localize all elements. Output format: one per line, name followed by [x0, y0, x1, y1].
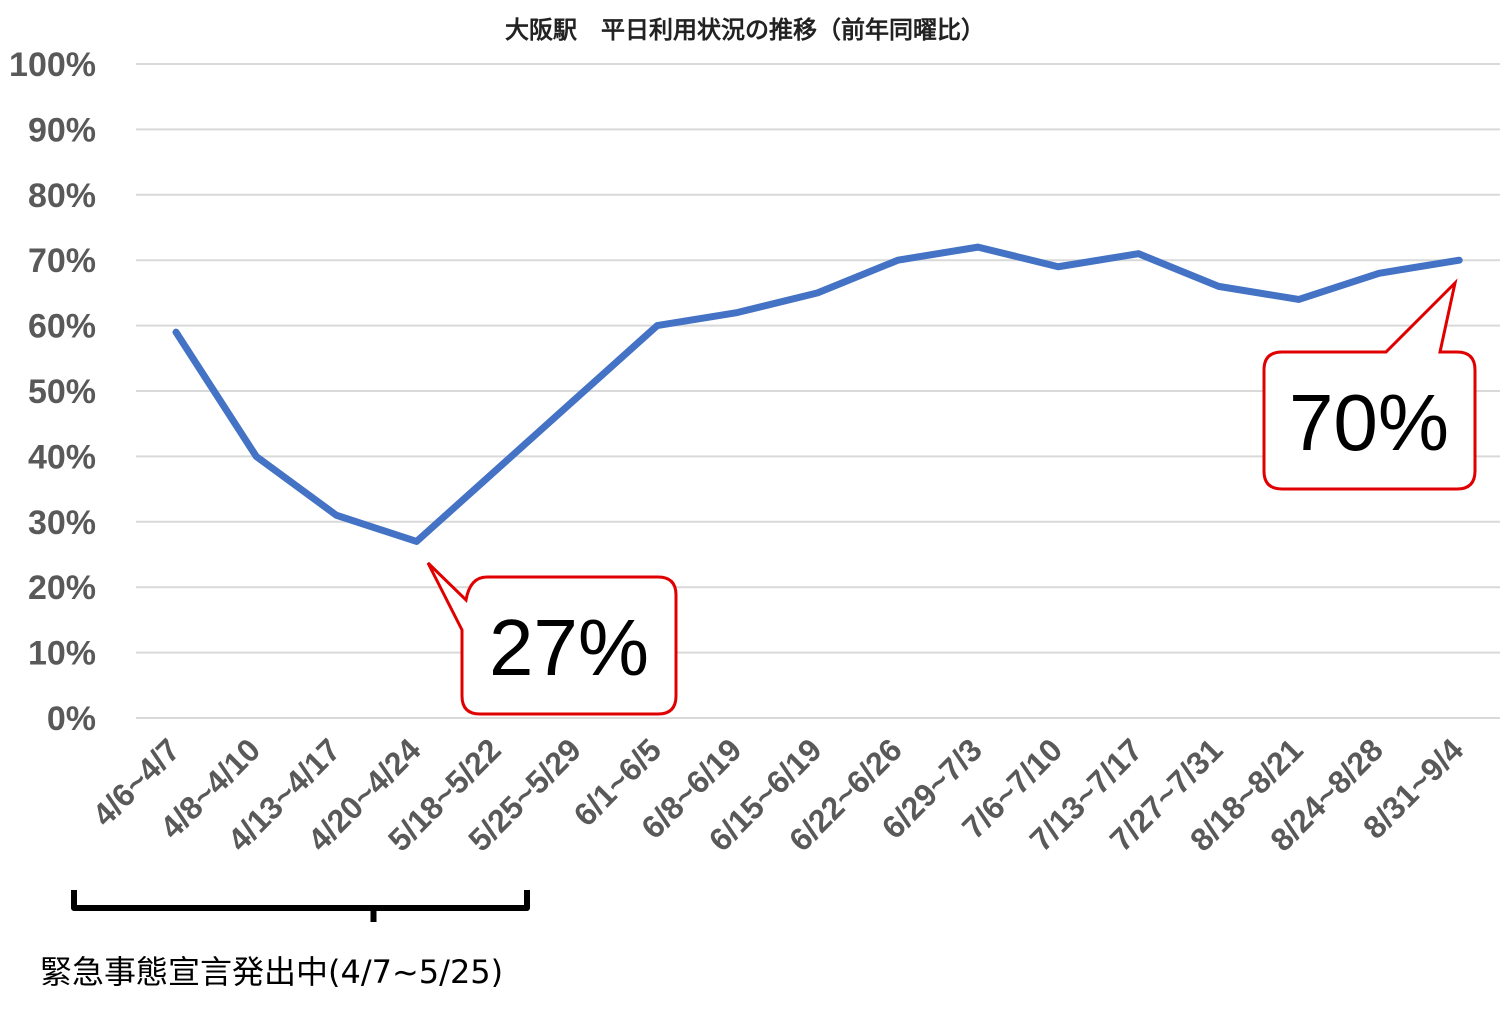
y-tick-label: 20%	[28, 569, 96, 607]
callout-bubble-70	[1262, 278, 1477, 491]
callout-label-70: 70%	[1289, 378, 1449, 467]
callout-label-27: 27%	[489, 603, 649, 692]
callout-bubble-27	[426, 561, 678, 716]
y-tick-label: 80%	[28, 177, 96, 215]
y-tick-label: 100%	[9, 46, 96, 84]
y-tick-label: 70%	[28, 242, 96, 280]
y-tick-label: 40%	[28, 438, 96, 476]
y-tick-label: 10%	[28, 635, 96, 673]
emergency-period-bracket	[71, 890, 530, 922]
x-axis-tick-labels: 4/6~4/74/8~4/104/13~4/174/20~4/245/18~5/…	[85, 731, 1470, 858]
gridlines	[136, 63, 1500, 719]
y-tick-label: 60%	[28, 308, 96, 346]
emergency-period-note: 緊急事態宣言発出中(4/7~5/25)	[40, 953, 503, 991]
y-axis-tick-labels: 0% 10% 20% 30% 40% 50% 60% 70% 80% 90% 100%	[9, 46, 96, 738]
y-tick-label: 90%	[28, 111, 96, 149]
y-tick-label: 0%	[47, 700, 96, 738]
y-tick-label: 50%	[28, 373, 96, 411]
y-tick-label: 30%	[28, 504, 96, 542]
series-line	[172, 243, 1463, 545]
chart-title: 大阪駅 平日利用状況の推移（前年同曜比）	[505, 16, 985, 44]
